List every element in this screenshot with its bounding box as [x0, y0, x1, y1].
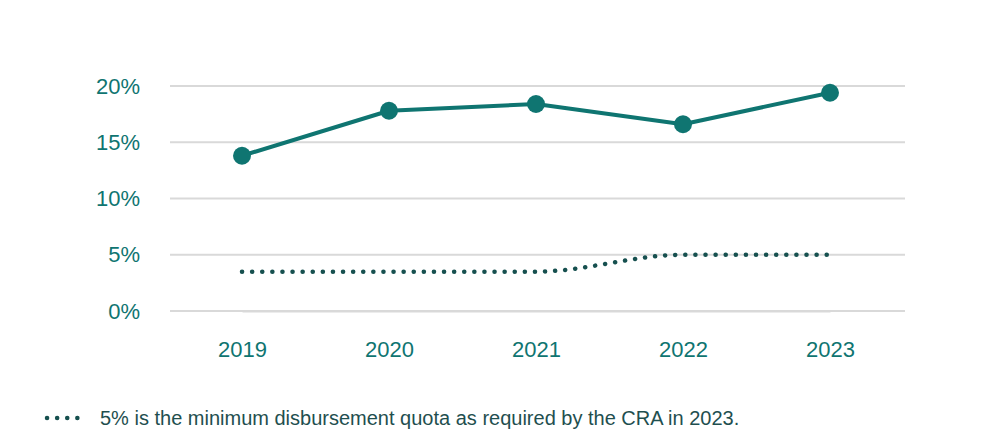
chart: 0% 5% 10% 15% 20% 2019 2020 2021 2022 2023 5% is t… [0, 0, 1000, 445]
x-axis-line [243, 311, 831, 313]
y-tick-label: 20% [96, 74, 140, 99]
y-tick-label: 15% [96, 130, 140, 155]
x-axis: 2019 2020 2021 2022 2023 [218, 311, 855, 362]
x-tick: 2022 [659, 311, 708, 362]
y-tick-label: 10% [96, 186, 140, 211]
x-tick: 2021 [512, 311, 561, 362]
series-marker [527, 95, 545, 113]
series-marker [674, 115, 692, 133]
grid-line [170, 310, 905, 312]
grid [170, 86, 905, 311]
y-tick: 5% [108, 242, 170, 267]
y-tick-label: 5% [108, 242, 140, 267]
grid-line [170, 198, 905, 200]
y-tick: 15% [96, 130, 170, 155]
x-tick-label: 2020 [365, 337, 414, 362]
y-tick: 20% [96, 74, 170, 99]
x-tick: 2023 [806, 311, 855, 362]
y-axis-line [170, 87, 171, 312]
y-tick: 0% [108, 299, 170, 324]
x-tick: 2020 [365, 311, 414, 362]
series-line [242, 255, 830, 272]
series-group [233, 84, 839, 272]
x-tick-label: 2021 [512, 337, 561, 362]
legend: 5% is the minimum disbursement quota as … [47, 407, 739, 429]
x-tick-label: 2023 [806, 337, 855, 362]
legend-label: 5% is the minimum disbursement quota as … [100, 407, 739, 429]
x-tick: 2019 [218, 311, 267, 362]
y-axis: 0% 5% 10% 15% 20% [96, 74, 171, 324]
grid-line [170, 85, 905, 87]
x-tick-label: 2022 [659, 337, 708, 362]
y-tick: 10% [96, 186, 170, 211]
x-tick-label: 2019 [218, 337, 267, 362]
legend-swatch [47, 416, 85, 421]
series-line [242, 93, 830, 156]
y-tick-label: 0% [108, 299, 140, 324]
series-marker [821, 84, 839, 102]
plot: 0% 5% 10% 15% 20% 2019 2020 2021 2022 2023 [96, 74, 905, 362]
series-marker [233, 147, 251, 165]
series-marker [380, 102, 398, 120]
